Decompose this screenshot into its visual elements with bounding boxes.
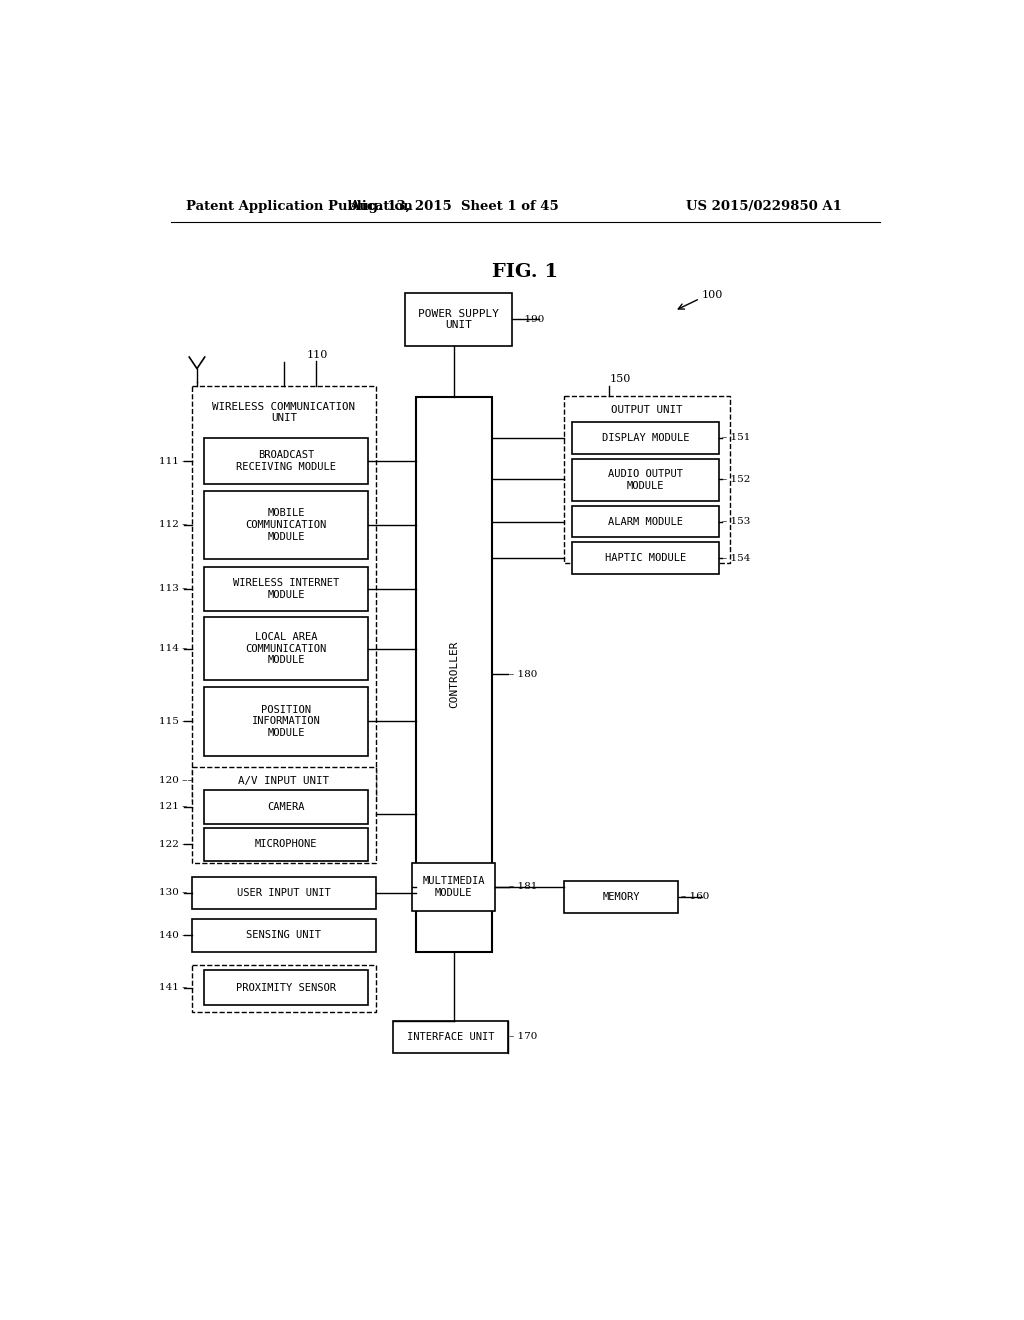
Text: A/V INPUT UNIT: A/V INPUT UNIT: [239, 776, 330, 785]
Text: POSITION
INFORMATION
MODULE: POSITION INFORMATION MODULE: [252, 705, 321, 738]
Text: SENSING UNIT: SENSING UNIT: [247, 931, 322, 940]
Text: US 2015/0229850 A1: US 2015/0229850 A1: [685, 199, 842, 213]
Text: CAMERA: CAMERA: [267, 803, 305, 812]
Text: – 151: – 151: [722, 433, 751, 442]
Text: MOBILE
COMMUNICATION
MODULE: MOBILE COMMUNICATION MODULE: [246, 508, 327, 541]
Text: 114 –: 114 –: [159, 644, 187, 653]
Text: 140 –: 140 –: [159, 931, 187, 940]
Text: 100: 100: [701, 290, 723, 301]
Text: – 160: – 160: [681, 892, 710, 902]
Text: 115 –: 115 –: [159, 717, 187, 726]
Text: Aug. 13, 2015  Sheet 1 of 45: Aug. 13, 2015 Sheet 1 of 45: [348, 199, 558, 213]
Bar: [572, 422, 719, 454]
Bar: [191, 919, 376, 952]
Text: ALARM MODULE: ALARM MODULE: [608, 517, 683, 527]
Bar: [204, 686, 369, 756]
Bar: [204, 829, 369, 861]
Bar: [393, 1020, 508, 1053]
Text: MICROPHONE: MICROPHONE: [255, 840, 317, 850]
Bar: [406, 293, 512, 346]
Text: AUDIO OUTPUT
MODULE: AUDIO OUTPUT MODULE: [608, 469, 683, 491]
Text: USER INPUT UNIT: USER INPUT UNIT: [237, 888, 331, 898]
Text: PROXIMITY SENSOR: PROXIMITY SENSOR: [237, 982, 336, 993]
Bar: [204, 618, 369, 681]
Text: BROADCAST
RECEIVING MODULE: BROADCAST RECEIVING MODULE: [237, 450, 336, 471]
Bar: [204, 789, 369, 825]
Text: MULTIMEDIA
MODULE: MULTIMEDIA MODULE: [422, 876, 484, 898]
Bar: [204, 438, 369, 484]
Text: 111 –: 111 –: [159, 457, 187, 466]
Text: – 170: – 170: [509, 1032, 538, 1041]
Text: HAPTIC MODULE: HAPTIC MODULE: [605, 553, 686, 564]
Text: 112 –: 112 –: [159, 520, 187, 529]
Bar: [572, 507, 719, 537]
Text: DISPLAY MODULE: DISPLAY MODULE: [602, 433, 689, 444]
Bar: [191, 876, 376, 909]
Bar: [204, 491, 369, 558]
Text: FIG. 1: FIG. 1: [492, 264, 558, 281]
Text: 141 –: 141 –: [159, 983, 187, 993]
Text: 120 ––: 120 ––: [159, 776, 193, 785]
Bar: [572, 543, 719, 574]
Text: LOCAL AREA
COMMUNICATION
MODULE: LOCAL AREA COMMUNICATION MODULE: [246, 632, 327, 665]
Text: MEMORY: MEMORY: [602, 892, 640, 902]
Text: INTERFACE UNIT: INTERFACE UNIT: [407, 1032, 495, 1041]
Text: Patent Application Publication: Patent Application Publication: [186, 199, 413, 213]
Bar: [563, 880, 678, 913]
Bar: [191, 385, 376, 801]
Text: CONTROLLER: CONTROLLER: [450, 640, 460, 708]
Text: POWER SUPPLY
UNIT: POWER SUPPLY UNIT: [419, 309, 500, 330]
Bar: [413, 863, 495, 911]
Text: OUTPUT UNIT: OUTPUT UNIT: [610, 405, 682, 416]
Text: – 152: – 152: [722, 475, 751, 484]
Bar: [572, 459, 719, 502]
Text: – 190: – 190: [515, 315, 544, 323]
Text: 110: 110: [306, 350, 328, 360]
Text: WIRELESS COMMUNICATION
UNIT: WIRELESS COMMUNICATION UNIT: [212, 401, 355, 424]
Text: – 154: – 154: [722, 553, 751, 562]
Bar: [417, 397, 493, 952]
Bar: [191, 965, 376, 1011]
Text: 113 –: 113 –: [159, 585, 187, 593]
Text: – 153: – 153: [722, 517, 751, 527]
Text: 150: 150: [610, 375, 632, 384]
Bar: [191, 767, 376, 863]
Text: WIRELESS INTERNET
MODULE: WIRELESS INTERNET MODULE: [233, 578, 339, 599]
Text: – 180: – 180: [509, 669, 538, 678]
Bar: [204, 566, 369, 611]
Bar: [563, 396, 730, 564]
Bar: [204, 970, 369, 1006]
Text: 122 –: 122 –: [159, 840, 187, 849]
Text: – 181: – 181: [509, 882, 538, 891]
Text: 121 –: 121 –: [159, 803, 187, 812]
Text: 130 –: 130 –: [159, 888, 187, 898]
